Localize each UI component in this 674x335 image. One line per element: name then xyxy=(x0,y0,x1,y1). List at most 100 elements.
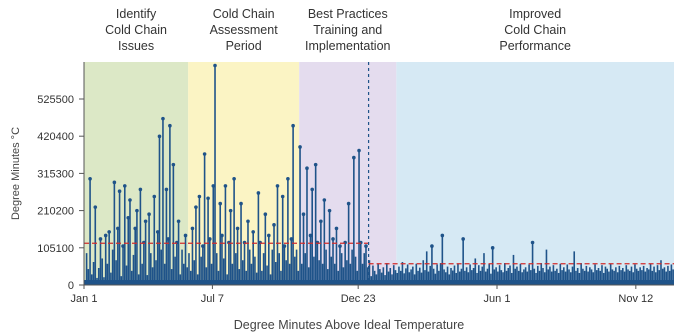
bar-dot-159 xyxy=(357,148,361,153)
phase-label-4-line-1: Improved xyxy=(509,7,561,21)
phase-label-1-line-2: Cold Chain xyxy=(105,23,167,37)
y-tick-label-5: 420400 xyxy=(37,131,74,143)
y-tick-label-6: 525500 xyxy=(37,94,74,106)
bar-dot-85 xyxy=(228,208,233,213)
bar-dot-13 xyxy=(103,233,108,238)
bar-dot-142 xyxy=(327,208,332,213)
bar-dot-146 xyxy=(334,226,339,231)
x-tick-label-5: Nov 12 xyxy=(618,293,653,305)
bar-dot-46 xyxy=(161,116,165,121)
phase-band-4 xyxy=(396,62,674,285)
phase-bands xyxy=(84,62,674,285)
x-axis-title: Degree Minutes Above Ideal Temperature xyxy=(234,318,465,332)
bar-dot-121 xyxy=(291,123,295,128)
phase-label-2-line-2: Assessment xyxy=(210,23,279,37)
bar-dot-4 xyxy=(88,177,92,181)
bar-dot-87 xyxy=(232,177,236,181)
y-tick-label-3: 210200 xyxy=(37,206,74,218)
bar-dot-110 xyxy=(272,223,276,227)
bar-dot-105 xyxy=(263,212,268,217)
bar-dot-26 xyxy=(126,215,131,220)
bar-dot-115 xyxy=(280,194,285,199)
y-tick-label-4: 315300 xyxy=(37,168,74,180)
bar-dot-72 xyxy=(206,196,210,201)
bar-dot-236 xyxy=(490,246,495,250)
phase-label-1-line-3: Issues xyxy=(118,39,154,53)
bar-dot-59 xyxy=(183,233,188,238)
bar-dot-112 xyxy=(275,184,280,188)
bar-dot-82 xyxy=(223,184,228,188)
bar-dot-48 xyxy=(164,187,169,192)
bar-dot-75 xyxy=(211,184,216,188)
y-tick-labels: 0 105100 210200 315300 420400 525500 xyxy=(37,94,84,292)
bar-dot-50 xyxy=(168,123,172,128)
bar-dot-65 xyxy=(194,205,198,209)
bar-dot-73 xyxy=(208,237,212,241)
y-axis-title: Degree Minutes °C xyxy=(10,127,22,220)
x-tick-label-2: Jul 7 xyxy=(201,293,224,305)
bar-dot-41 xyxy=(152,194,157,199)
bar-dot-95 xyxy=(246,219,250,224)
bar-dot-98 xyxy=(251,230,255,234)
baseline-band xyxy=(84,280,674,285)
bar-dot-134 xyxy=(313,162,318,167)
y-tick-label-2: 105100 xyxy=(37,243,74,255)
bar-dot-7 xyxy=(93,205,98,209)
bar-dot-132 xyxy=(310,187,314,192)
bar-dot-36 xyxy=(143,219,148,224)
bar-dot-163 xyxy=(364,244,368,248)
bar-dot-127 xyxy=(301,212,306,217)
bar-dot-144 xyxy=(331,237,335,241)
bar-dot-89 xyxy=(235,226,240,231)
phase-label-3-line-2: Training and xyxy=(313,23,382,37)
bar-dot-24 xyxy=(122,184,127,188)
phase-band-2 xyxy=(188,62,300,285)
bar-dot-43 xyxy=(155,230,160,234)
phase-label-4-line-3: Performance xyxy=(499,39,571,53)
bar-dot-91 xyxy=(239,201,243,206)
bar-dot-30 xyxy=(133,226,137,231)
bar-dot-23 xyxy=(121,244,125,248)
bar-dot-156 xyxy=(352,155,356,160)
bar-dot-219 xyxy=(461,237,465,241)
bar-dot-63 xyxy=(190,226,195,231)
phase-labels: Identify Cold Chain Issues Cold Chain Assess… xyxy=(105,7,571,53)
bar-dot-107 xyxy=(267,233,271,238)
bar-dot-79 xyxy=(218,201,223,206)
bar-dot-207 xyxy=(440,233,445,238)
phase-label-3-line-1: Best Practices xyxy=(308,7,388,21)
phase-label-2-line-3: Period xyxy=(226,39,262,53)
bar-dot-80 xyxy=(220,233,224,238)
bar-dot-131 xyxy=(308,233,313,238)
phase-label-2-line-1: Cold Chain xyxy=(213,7,275,21)
bar-dot-15 xyxy=(107,230,111,234)
bar-dot-153 xyxy=(346,201,351,206)
bar-dot-139 xyxy=(322,198,327,202)
phase-label-3-line-3: Implementation xyxy=(305,39,391,53)
bar-dot-129 xyxy=(305,166,309,170)
bar-dot-31 xyxy=(135,208,139,213)
bar-dot-55 xyxy=(176,219,181,224)
bar-dot-76 xyxy=(213,63,217,68)
bar-dot-120 xyxy=(289,237,294,241)
bar-dot-52 xyxy=(171,162,176,167)
bar-dot-69 xyxy=(201,244,205,248)
y-tick-label-1: 0 xyxy=(68,280,74,292)
bar-dot-33 xyxy=(138,187,143,192)
bar-dot-21 xyxy=(117,189,122,193)
x-tick-label-4: Jun 1 xyxy=(484,293,511,305)
bar-dot-67 xyxy=(197,194,202,199)
phase-band-3 xyxy=(299,62,397,285)
bar-dot-70 xyxy=(202,152,207,156)
bar-dot-125 xyxy=(298,145,302,149)
x-tick-label-1: Jan 1 xyxy=(71,293,98,305)
bar-dot-27 xyxy=(128,198,132,202)
degree-minute-bars xyxy=(84,63,674,285)
bar-dot-101 xyxy=(256,191,261,195)
x-tick-labels: Jan 1 Jul 7 Dec 23 Jun 1 Nov 12 xyxy=(71,285,653,305)
phase-label-1-line-1: Identify xyxy=(116,7,157,21)
bar-dot-10 xyxy=(98,237,103,241)
bar-dot-148 xyxy=(338,244,342,248)
bar-dot-49 xyxy=(166,237,170,241)
